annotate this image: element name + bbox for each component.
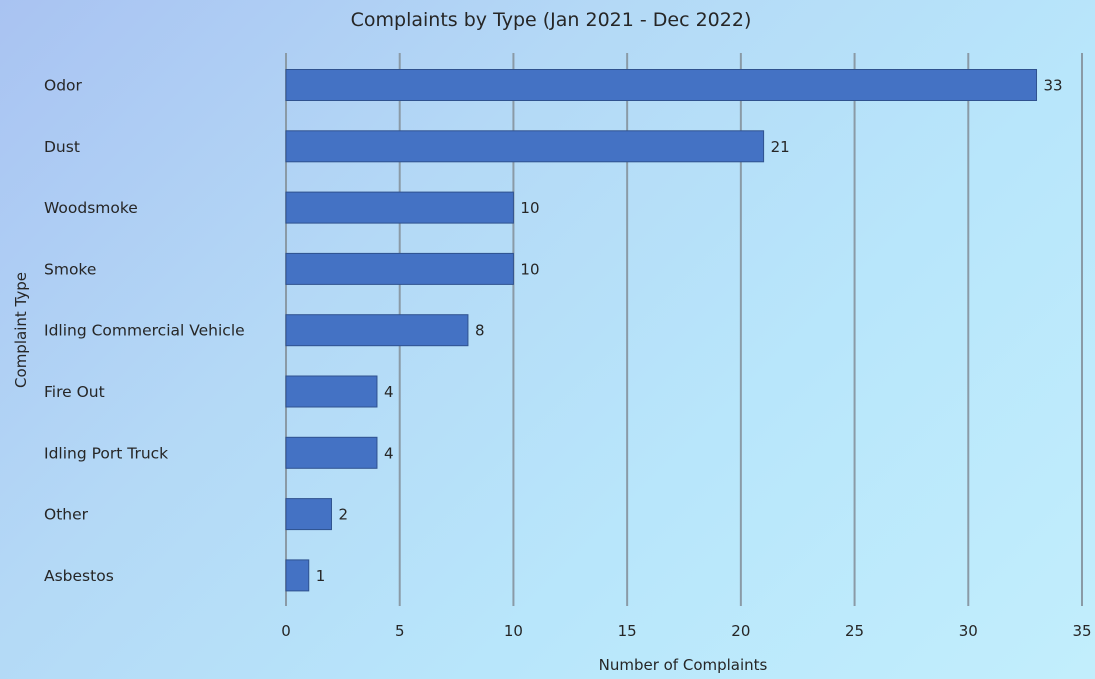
category-label: Asbestos	[44, 567, 114, 585]
bar	[285, 498, 332, 531]
category-label: Idling Commercial Vehicle	[44, 322, 245, 340]
x-tick-label: 0	[281, 622, 291, 640]
x-tick-label: 5	[395, 622, 405, 640]
data-label: 10	[520, 260, 539, 278]
category-label: Odor	[44, 77, 83, 95]
bar	[285, 436, 378, 469]
data-label: 8	[475, 322, 485, 340]
data-label: 4	[384, 383, 394, 401]
x-axis-title: Number of Complaints	[599, 656, 768, 674]
x-tick-label: 25	[845, 622, 864, 640]
bar	[285, 314, 469, 347]
category-label: Dust	[44, 138, 80, 156]
category-label: Idling Port Truck	[44, 444, 168, 462]
data-label: 1	[316, 567, 326, 585]
data-label: 2	[338, 506, 348, 524]
data-label: 33	[1044, 77, 1063, 95]
category-label: Woodsmoke	[44, 199, 138, 217]
bar	[285, 191, 514, 224]
bars	[285, 69, 1038, 592]
x-tick-label: 30	[959, 622, 978, 640]
x-tick-label: 15	[618, 622, 637, 640]
bar	[285, 69, 1038, 101]
x-tick-label: 20	[731, 622, 750, 640]
data-label: 4	[384, 444, 394, 462]
category-label: Other	[44, 506, 89, 524]
x-tick-label: 35	[1072, 622, 1091, 640]
x-tick-label: 10	[504, 622, 523, 640]
bar	[285, 252, 514, 285]
y-axis-title: Complaint Type	[12, 272, 30, 388]
category-labels: Odor Dust Woodsmoke Smoke Idling Commercial …	[44, 77, 245, 585]
bar	[285, 559, 310, 592]
bar	[285, 375, 378, 408]
category-label: Smoke	[44, 260, 96, 278]
x-tick-labels: 0 5 10 15 20 25 30 35	[281, 622, 1091, 640]
data-label: 21	[771, 138, 790, 156]
category-label: Fire Out	[44, 383, 105, 401]
bar	[285, 130, 765, 163]
data-label: 10	[520, 199, 539, 217]
chart-title: Complaints by Type (Jan 2021 - Dec 2022)	[351, 9, 752, 31]
